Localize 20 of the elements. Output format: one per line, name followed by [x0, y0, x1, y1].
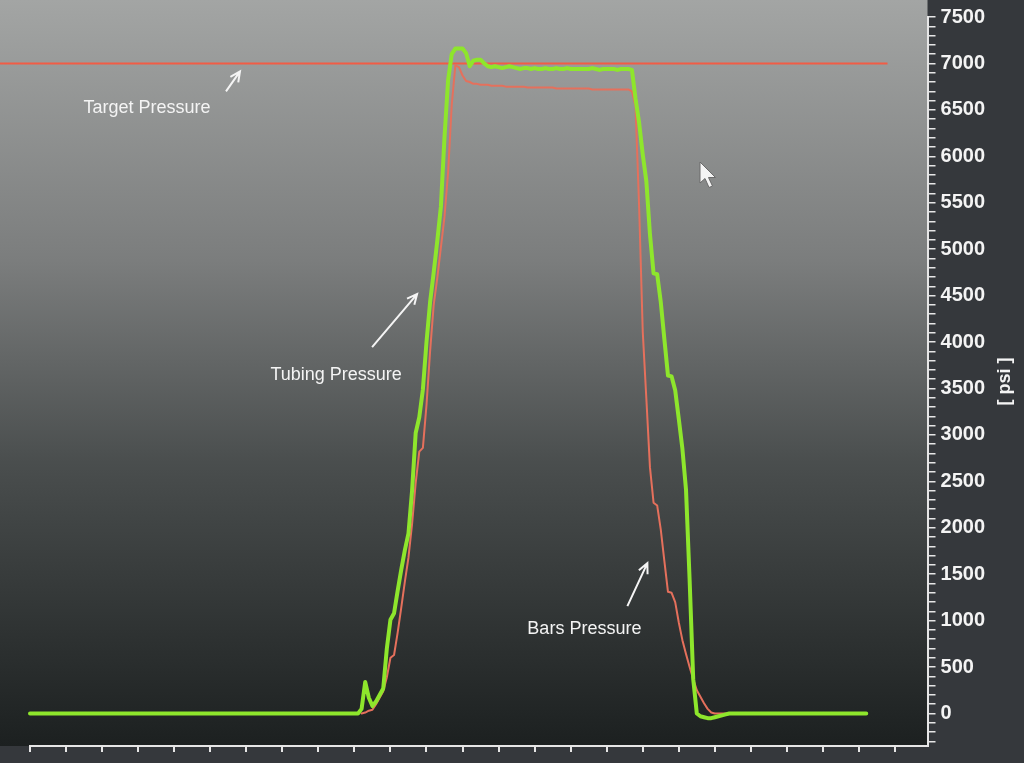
ref-line-label: Target Pressure: [83, 97, 211, 118]
y-tick-label: 6000: [940, 143, 986, 166]
y-tick-label: 6500: [940, 97, 986, 120]
y-tick-label: 4000: [940, 329, 986, 352]
y-tick-label: 5000: [940, 236, 986, 259]
y-tick-label: 4500: [940, 283, 986, 306]
y-tick-label: 2000: [940, 515, 986, 538]
series-label: Tubing Pressure: [270, 364, 402, 385]
y-tick-label: 0: [940, 701, 952, 724]
text: Bars Pressure: [527, 618, 642, 639]
y-tick-label: 3500: [940, 375, 986, 398]
y-tick-label: 3000: [940, 422, 986, 445]
y-tick-label: 1000: [940, 608, 986, 631]
y-tick-label: 2500: [940, 468, 986, 491]
y-tick-label: 500: [940, 654, 974, 677]
y-tick-label: 7000: [940, 50, 986, 73]
y-tick-label: 1500: [940, 561, 986, 584]
y-axis-title: [ psi ]: [993, 357, 1014, 406]
y-tick-label: 7500: [940, 4, 986, 27]
y-tick-label: 5500: [940, 190, 986, 213]
